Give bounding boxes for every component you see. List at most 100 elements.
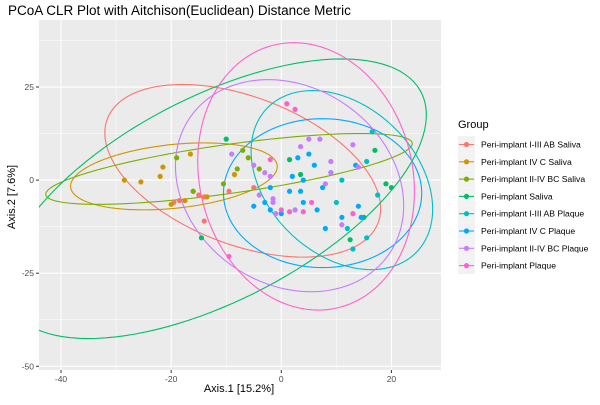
ellipse-layer: [39, 42, 434, 340]
legend-key-point: [463, 193, 470, 199]
point-series-4: [388, 184, 395, 191]
point-series-5: [344, 225, 350, 232]
point-series-7: [251, 162, 257, 168]
point-series-4: [372, 147, 378, 153]
point-series-4: [347, 237, 353, 243]
point-series-6: [358, 214, 364, 220]
point-series-6: [297, 188, 304, 194]
point-series-6: [300, 199, 306, 206]
point-series-8: [300, 209, 306, 215]
point-series-7: [322, 181, 328, 187]
ellipse-series-5: [250, 90, 434, 271]
plot-panel: [39, 20, 441, 370]
point-series-7: [306, 136, 312, 142]
point-series-7: [350, 142, 356, 148]
legend-label: Peri-implant II-IV BC Saliva: [481, 174, 585, 184]
legend-key-point: [463, 263, 470, 269]
point-series-3: [234, 166, 240, 172]
point-series-1: [201, 218, 207, 224]
x-tick-label: -20: [165, 374, 178, 384]
point-series-1: [226, 188, 232, 194]
legend: Group Peri-implant I-III AB Saliva Peri-i…: [458, 119, 589, 275]
point-series-2: [157, 173, 163, 179]
point-series-5: [333, 199, 339, 206]
point-series-5: [350, 246, 356, 252]
point-series-7: [262, 170, 268, 176]
point-series-1: [251, 184, 257, 191]
point-series-7: [256, 192, 262, 198]
x-tick-label: -40: [55, 374, 68, 384]
point-series-6: [355, 203, 361, 209]
y-tick-label: -50: [22, 361, 35, 371]
point-series-7: [317, 136, 323, 142]
point-series-6: [300, 177, 306, 183]
point-series-5: [375, 192, 381, 198]
point-series-6: [262, 199, 268, 206]
point-series-6: [267, 184, 273, 191]
point-series-7: [355, 164, 361, 170]
point-layer: [121, 101, 395, 260]
point-series-7: [292, 207, 298, 213]
x-axis-label: Axis.1 [15.2%]: [204, 383, 274, 395]
y-tick-label: -25: [22, 268, 35, 278]
point-series-7: [328, 158, 334, 165]
point-series-2: [138, 179, 144, 185]
y-tick-label: 25: [25, 82, 35, 92]
point-series-4: [223, 136, 229, 142]
point-series-2: [187, 151, 194, 157]
point-series-8: [284, 101, 290, 107]
point-series-4: [383, 181, 389, 187]
legend-key-point: [463, 141, 470, 148]
legend-key-point: [463, 211, 470, 217]
ellipse-series-1: [104, 83, 382, 258]
legend-label: Peri-implant Saliva: [481, 191, 553, 201]
axes: -40 -20 0 20 -50 -25 0 25: [22, 82, 397, 384]
point-series-6: [339, 214, 345, 220]
point-series-7: [339, 222, 345, 228]
point-series-7: [297, 143, 304, 150]
point-series-6: [311, 162, 317, 168]
ellipse-series-4: [39, 58, 427, 340]
point-series-5: [369, 129, 375, 135]
point-series-3: [256, 166, 262, 172]
point-series-2: [121, 177, 127, 183]
ellipse-series-8: [197, 42, 415, 311]
x-tick-label: 20: [387, 374, 397, 384]
legend-key-point: [463, 176, 470, 182]
point-series-6: [286, 188, 293, 194]
point-series-2: [182, 197, 188, 204]
point-series-8: [267, 157, 273, 163]
point-series-6: [278, 211, 284, 217]
y-tick-label: 0: [29, 175, 34, 185]
x-tick-label: 0: [279, 374, 284, 384]
point-series-5: [339, 177, 345, 183]
y-axis-label: Axis.2 [7.6%]: [6, 165, 18, 229]
point-series-8: [286, 209, 293, 215]
legend-key-point: [463, 159, 470, 165]
point-series-6: [322, 225, 328, 232]
point-series-5: [364, 235, 370, 241]
chart-title: PCoA CLR Plot with Aitchison(Euclidean) …: [8, 3, 351, 18]
point-series-2: [160, 164, 166, 170]
legend-label: Peri-implant I-III AB Saliva: [481, 140, 581, 150]
point-series-8: [308, 199, 315, 206]
legend-label: Peri-implant II-IV BC Plaque: [481, 243, 589, 253]
point-series-8: [226, 253, 232, 260]
legend-label: Peri-implant IV C Plaque: [481, 226, 575, 236]
legend-label: Peri-implant I-III AB Plaque: [481, 209, 584, 219]
point-series-4: [198, 235, 205, 241]
point-series-6: [295, 155, 301, 161]
point-series-6: [306, 151, 312, 157]
legend-key-point: [463, 245, 470, 251]
point-series-2: [231, 171, 238, 178]
point-series-7: [229, 151, 235, 157]
point-series-7: [270, 199, 276, 206]
ellipse-series-2: [70, 142, 278, 211]
legend-label: Peri-implant IV C Saliva: [481, 157, 572, 167]
ellipse-series-7: [174, 79, 405, 293]
legend-title: Group: [458, 119, 489, 131]
point-series-1: [196, 192, 202, 198]
point-series-7: [270, 196, 276, 202]
point-series-6: [251, 203, 257, 209]
